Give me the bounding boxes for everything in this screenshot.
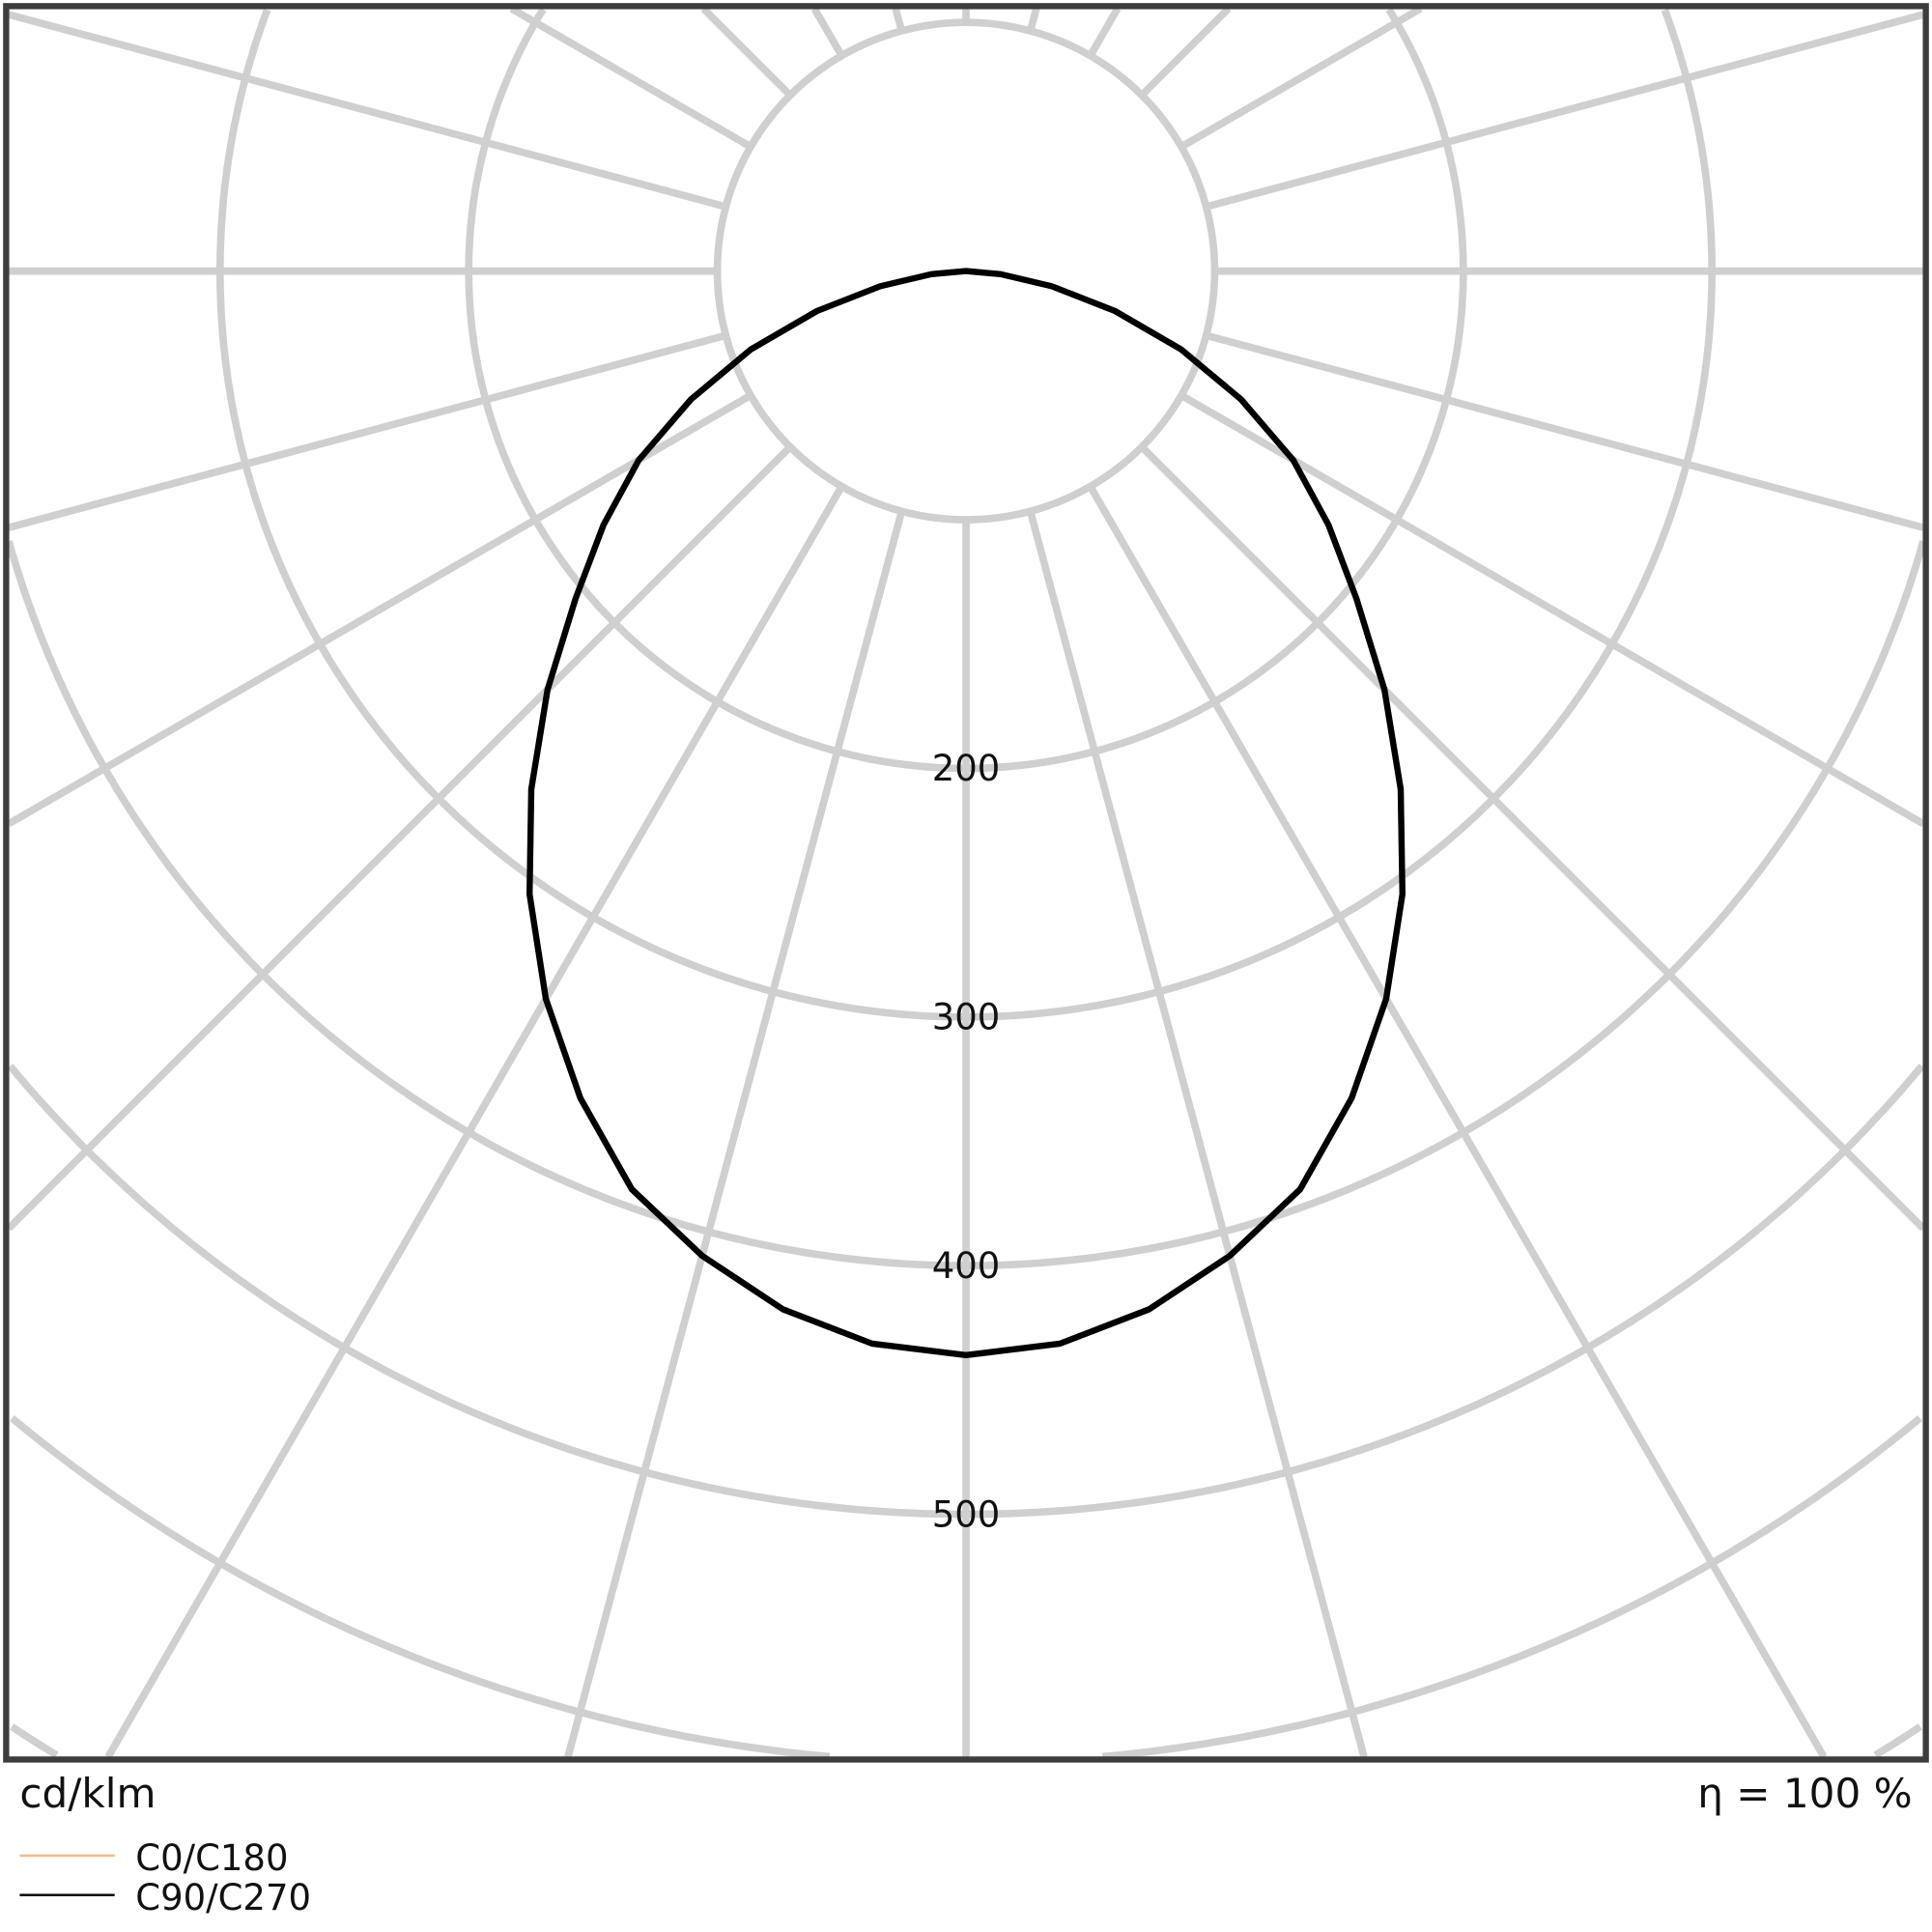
grid-spoke-330 bbox=[104, 484, 845, 1759]
tick-label-500: 500 bbox=[932, 1493, 1001, 1535]
curves bbox=[526, 268, 1406, 1358]
efficiency-label: η = 100 % bbox=[1697, 1770, 1912, 1817]
tick-label-400: 400 bbox=[932, 1245, 1001, 1287]
legend: C0/C180 C90/C270 bbox=[19, 1837, 311, 1918]
grid-spoke-135 bbox=[1139, 6, 1232, 99]
grid-spoke-210 bbox=[810, 7, 845, 58]
plot-frame bbox=[3, 3, 1929, 1763]
grid-spoke-240 bbox=[509, 5, 753, 151]
grid-spoke-165 bbox=[1026, 7, 1040, 33]
grid-spoke-195 bbox=[892, 7, 906, 33]
tick-label-300: 300 bbox=[932, 997, 1001, 1038]
grid-spoke-45 bbox=[1139, 443, 1926, 1232]
grid-spoke-345 bbox=[564, 510, 906, 1758]
grid-spoke-315 bbox=[6, 443, 793, 1232]
radial-tick-labels: 200 300 400 500 bbox=[932, 748, 1001, 1535]
series-curve-c90-c270 bbox=[526, 268, 1406, 1358]
grid-ring-400 bbox=[5, 539, 1927, 1270]
grid-spoke-105 bbox=[1205, 11, 1925, 211]
grid-ring-300 bbox=[215, 8, 1717, 1021]
unit-label: cd/klm bbox=[19, 1770, 156, 1817]
grid-spoke-300 bbox=[7, 391, 753, 828]
grid-spoke-15 bbox=[1026, 510, 1368, 1758]
grid-spoke-255 bbox=[7, 11, 727, 211]
grid-spoke-225 bbox=[700, 6, 793, 99]
grid-ring-600 bbox=[10, 1415, 1922, 1761]
grid-spoke-285 bbox=[7, 331, 727, 531]
legend-label-c0-c180: C0/C180 bbox=[135, 1837, 288, 1879]
tick-label-200: 200 bbox=[932, 748, 1001, 789]
grid-spoke-120 bbox=[1179, 5, 1423, 151]
grid-spoke-75 bbox=[1205, 331, 1925, 531]
polar-grid bbox=[5, 5, 1927, 1761]
grid-spoke-30 bbox=[1087, 484, 1828, 1759]
grid-ring-500 bbox=[7, 1064, 1925, 1519]
legend-label-c90-c270: C90/C270 bbox=[135, 1877, 311, 1918]
grid-ring-200 bbox=[465, 7, 1467, 773]
grid-ring-700 bbox=[9, 1723, 1923, 1759]
grid-spoke-60 bbox=[1179, 391, 1925, 828]
grid-spoke-150 bbox=[1087, 7, 1122, 58]
